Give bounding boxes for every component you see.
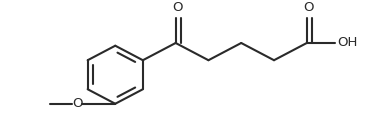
- Text: OH: OH: [338, 36, 358, 50]
- Text: O: O: [172, 1, 183, 14]
- Text: O: O: [304, 1, 314, 14]
- Text: O: O: [72, 97, 83, 110]
